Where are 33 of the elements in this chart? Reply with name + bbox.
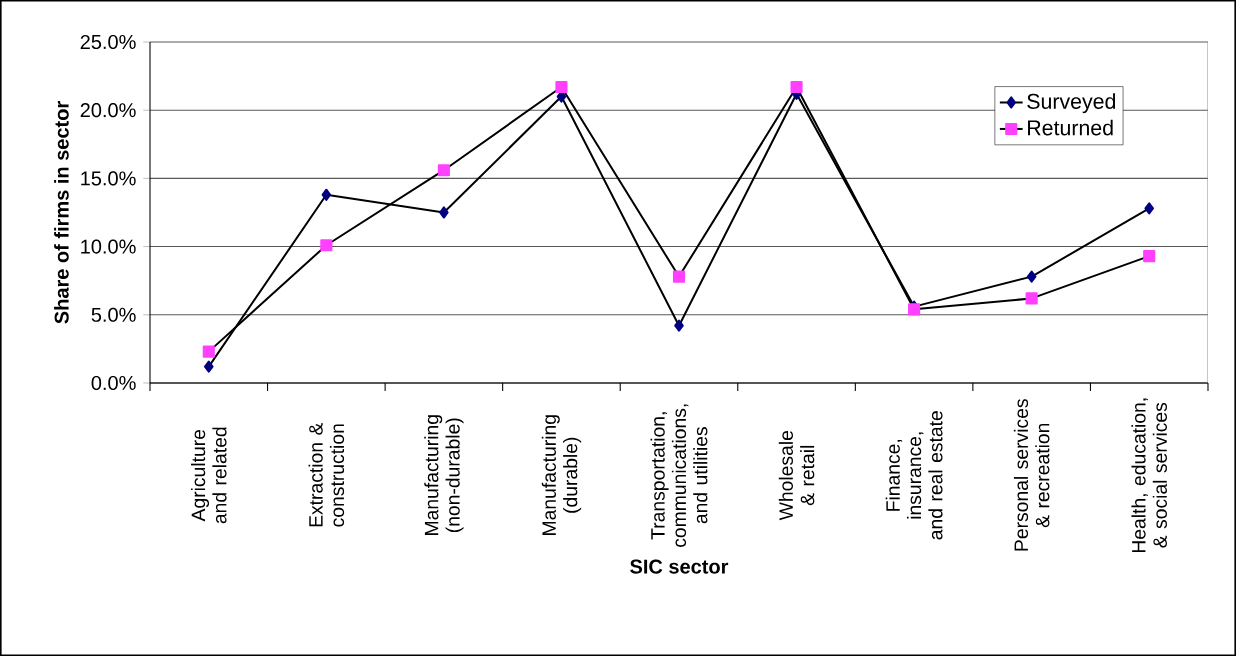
x-tick-label: Manufacturing (durable) [541, 415, 582, 535]
x-tick-label: Agriculture and related [191, 427, 227, 524]
point [439, 206, 449, 219]
y-tick-label: 25.0% [80, 34, 136, 50]
legend-label: Returned [1028, 119, 1113, 136]
y-tick-label: 20.0% [80, 103, 136, 118]
x-tick-label: Extraction & construction [308, 422, 345, 527]
y-tick-label: 15.0% [81, 171, 136, 186]
x-tick-label: Health, education, & social services [1131, 398, 1167, 553]
x-tick-label: Transportation, communications, and utilities [650, 404, 708, 547]
point [202, 345, 215, 358]
point [555, 80, 568, 94]
y-axis-title: Share of firms in sector [54, 101, 69, 324]
x-tick-label: Wholesale & retail [778, 431, 815, 521]
legend-label: Surveyed [1027, 93, 1116, 114]
x-tick-label: Finance, insurance, and real estate [885, 411, 943, 540]
x-axis-title: SIC sector [630, 559, 729, 574]
point [320, 239, 333, 252]
x-tick-label: Personal services & recreation [1013, 399, 1050, 551]
point [672, 270, 686, 283]
point [437, 164, 450, 177]
point [790, 80, 803, 94]
point [1144, 202, 1155, 215]
y-tick-label: 0.0% [91, 375, 136, 391]
y-tick-label: 5.0% [91, 307, 136, 322]
point [1025, 292, 1038, 305]
point [1026, 270, 1037, 283]
x-tick-label: Manufacturing (non-durable) [424, 415, 464, 535]
y-tick-label: 10.0% [81, 239, 136, 254]
point [203, 360, 214, 373]
point [321, 188, 332, 201]
point [1143, 250, 1156, 263]
point [674, 319, 684, 332]
